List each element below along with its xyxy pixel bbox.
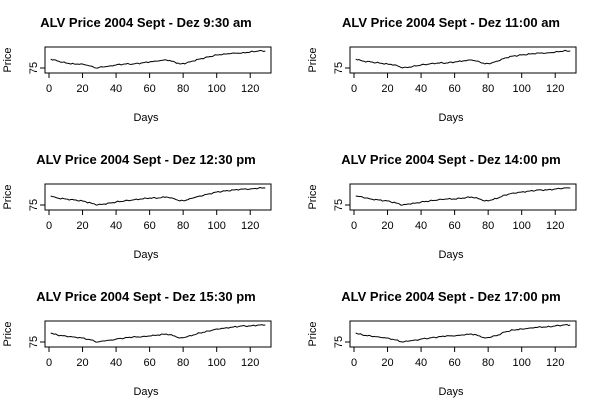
x-tick-label: 80 [482,357,494,369]
x-tick-label: 40 [110,83,122,95]
y-axis-label: Price [2,184,14,209]
x-tick-label: 0 [351,357,357,369]
series-line [355,323,571,343]
chart-panel: ALV Price 2004 Sept - Dez 17:00 pm 0 20 40 6… [307,289,577,398]
x-tick-label: 60 [448,83,460,95]
x-tick-label: 60 [143,357,155,369]
series-line [355,49,571,69]
chart-title: ALV Price 2004 Sept - Dez 11:00 am [342,15,560,30]
y-tick-label: 75 [28,199,40,211]
y-axis-label: Price [307,321,319,346]
x-tick-label: 60 [448,357,460,369]
plot-frame [349,320,577,348]
x-tick-label: 0 [351,83,357,95]
chart-title: ALV Price 2004 Sept - Dez 14:00 pm [341,152,560,167]
x-tick-label: 60 [143,83,155,95]
chart-panel: ALV Price 2004 Sept - Dez 12:30 pm 0 20 40 6… [2,152,272,261]
chart-panel: ALV Price 2004 Sept - Dez 14:00 pm 0 20 40 6… [307,152,577,261]
x-tick-label: 80 [482,220,494,232]
chart-panel: ALV Price 2004 Sept - Dez 9:30 am 0 20 40 60… [2,15,272,124]
y-tick-label: 75 [333,62,345,74]
x-tick-label: 120 [241,83,259,95]
y-axis-label: Price [2,321,14,346]
x-tick-label: 40 [415,357,427,369]
chart-panel: ALV Price 2004 Sept - Dez 15:30 pm 0 20 40 6… [2,289,272,398]
y-tick-label: 75 [28,62,40,74]
y-axis-label: Price [307,47,319,72]
x-tick-label: 120 [546,83,564,95]
x-tick-label: 60 [143,220,155,232]
x-tick-label: 40 [110,220,122,232]
y-axis-label: Price [2,47,14,72]
series-line [355,187,571,206]
chart-title: ALV Price 2004 Sept - Dez 15:30 pm [36,289,255,304]
x-axis-label: Days [133,112,159,124]
x-axis-label: Days [438,249,464,261]
chart-panel: ALV Price 2004 Sept - Dez 11:00 am 0 20 40 6… [307,15,577,124]
plot-frame [349,46,577,74]
x-tick-label: 0 [46,357,52,369]
x-tick-label: 60 [448,220,460,232]
x-tick-label: 80 [177,83,189,95]
chart-title: ALV Price 2004 Sept - Dez 17:00 pm [341,289,560,304]
y-tick-label: 75 [333,336,345,348]
x-tick-label: 0 [46,220,52,232]
x-tick-label: 20 [381,83,393,95]
series-line [50,186,266,206]
x-tick-label: 40 [110,357,122,369]
x-tick-label: 20 [76,83,88,95]
x-tick-label: 120 [546,357,564,369]
x-tick-label: 120 [546,220,564,232]
plot-frame [349,183,577,211]
plot-frame [44,46,272,74]
x-tick-label: 40 [415,220,427,232]
series-line [50,324,266,343]
x-tick-label: 100 [208,357,226,369]
y-axis-label: Price [307,184,319,209]
x-tick-label: 100 [208,220,226,232]
plot-frame [44,183,272,211]
x-tick-label: 100 [208,83,226,95]
x-tick-label: 20 [381,357,393,369]
chart-title: ALV Price 2004 Sept - Dez 9:30 am [40,15,251,30]
x-tick-label: 40 [415,83,427,95]
x-tick-label: 80 [177,220,189,232]
plot-frame [44,320,272,348]
x-tick-label: 100 [513,83,531,95]
x-axis-label: Days [438,112,464,124]
x-tick-label: 20 [381,220,393,232]
x-tick-label: 20 [76,220,88,232]
x-tick-label: 100 [513,220,531,232]
y-tick-label: 75 [333,199,345,211]
x-tick-label: 0 [351,220,357,232]
x-axis-label: Days [133,386,159,398]
x-tick-label: 80 [177,357,189,369]
x-tick-label: 120 [241,220,259,232]
series-line [50,49,266,69]
x-axis-label: Days [438,386,464,398]
x-tick-label: 0 [46,83,52,95]
x-tick-label: 20 [76,357,88,369]
y-tick-label: 75 [28,336,40,348]
chart-title: ALV Price 2004 Sept - Dez 12:30 pm [36,152,255,167]
x-tick-label: 120 [241,357,259,369]
x-tick-label: 80 [482,83,494,95]
x-tick-label: 100 [513,357,531,369]
x-axis-label: Days [133,249,159,261]
